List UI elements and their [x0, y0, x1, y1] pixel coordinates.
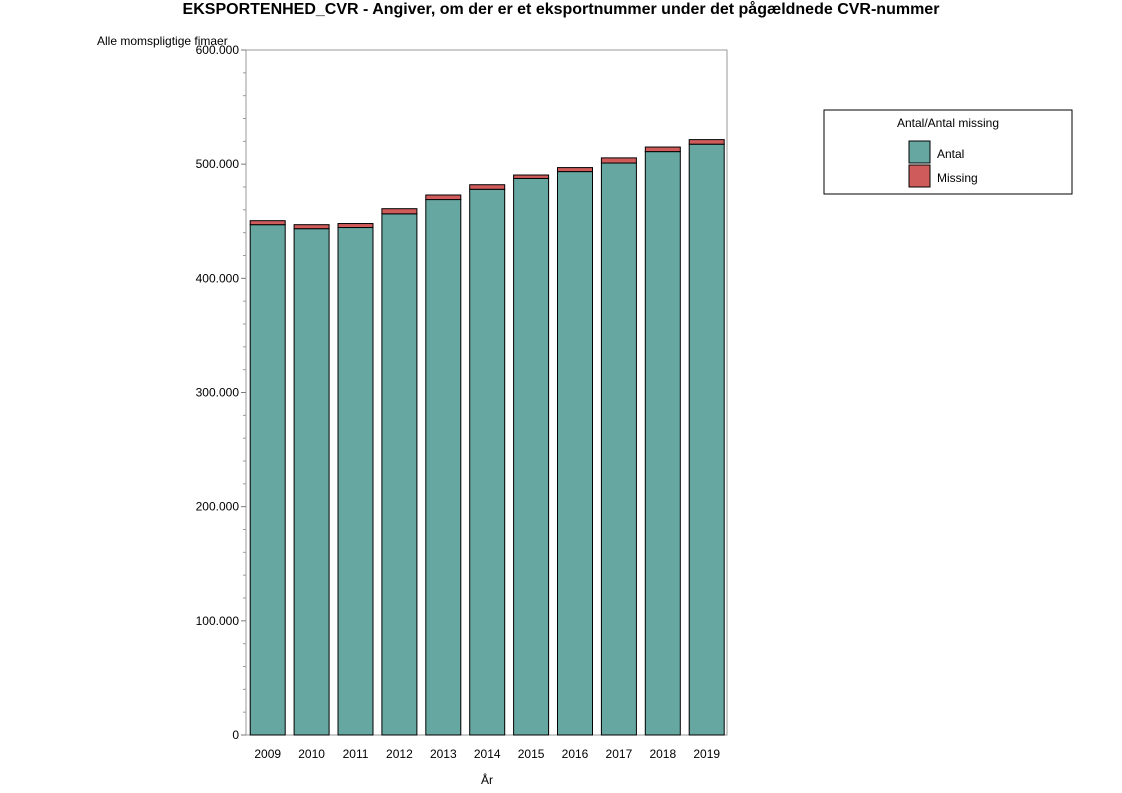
x-tick-label: 2018 — [649, 747, 676, 761]
bar-missing-2018 — [644, 146, 681, 153]
y-tick-label: 0 — [232, 728, 239, 742]
x-axis: 2009 2010 2011 2012 2013 2014 2015 2016 2017 2018… — [254, 747, 720, 761]
y-tick-label: 300.000 — [196, 386, 240, 400]
x-tick-label: 2015 — [518, 747, 545, 761]
bar-missing-2015 — [513, 174, 550, 179]
y-tick-label: 400.000 — [196, 271, 240, 285]
x-tick-label: 2014 — [474, 747, 501, 761]
legend-frame — [823, 109, 1073, 195]
bar-missing-2009 — [249, 220, 286, 226]
y-axis-minor-ticks — [243, 72, 246, 713]
bar-missing-2010 — [293, 224, 330, 230]
bar-antal-2011 — [337, 227, 374, 736]
bar-missing-2017 — [600, 157, 637, 164]
x-tick-label: 2016 — [562, 747, 589, 761]
legend-title: Antal/Antal missing — [897, 116, 999, 130]
x-tick-label: 2017 — [606, 747, 633, 761]
legend-label-antal: Antal — [937, 147, 964, 161]
bars — [249, 139, 725, 736]
bar-missing-2016 — [557, 167, 593, 173]
y-tick-label: 600.000 — [196, 43, 240, 57]
legend: Antal/Antal missing Antal Missing — [823, 109, 1073, 195]
bar-antal-2015 — [513, 177, 550, 736]
x-tick-label: 2011 — [343, 747, 369, 761]
legend-swatch-missing — [908, 164, 931, 188]
x-tick-label: 2009 — [254, 747, 281, 761]
x-tick-label: 2012 — [386, 747, 413, 761]
y-axis: 0 100.000 200.000 300.000 400.000 500.000 600.… — [196, 43, 246, 742]
bar-antal-2009 — [249, 224, 286, 736]
bar-missing-2012 — [381, 208, 418, 215]
y-tick-label: 100.000 — [196, 614, 240, 628]
x-tick-label: 2019 — [693, 747, 720, 761]
bar-missing-2011 — [337, 223, 374, 229]
bar-antal-2010 — [293, 228, 330, 736]
chart-title: EKSPORTENHED_CVR - Angiver, om der er et… — [182, 1, 940, 18]
y-tick-label: 200.000 — [196, 500, 240, 514]
y-tick-label: 500.000 — [196, 157, 240, 171]
x-tick-label: 2013 — [430, 747, 457, 761]
bar-missing-2013 — [425, 194, 462, 201]
bar-antal-2019 — [688, 143, 725, 736]
x-axis-label: År — [481, 772, 493, 787]
bar-antal-2014 — [469, 188, 506, 736]
bar-missing-2014 — [469, 184, 506, 190]
y-axis-label: Alle momspligtige fimaer — [97, 34, 228, 48]
bar-antal-2017 — [600, 162, 637, 736]
bar-antal-2016 — [557, 171, 593, 736]
bar-antal-2012 — [381, 213, 418, 736]
bar-antal-2013 — [425, 199, 462, 736]
bar-missing-2019 — [688, 139, 725, 145]
bar-antal-2018 — [644, 151, 681, 736]
legend-swatch-antal — [908, 140, 931, 164]
x-tick-label: 2010 — [298, 747, 325, 761]
legend-label-missing: Missing — [937, 171, 978, 185]
